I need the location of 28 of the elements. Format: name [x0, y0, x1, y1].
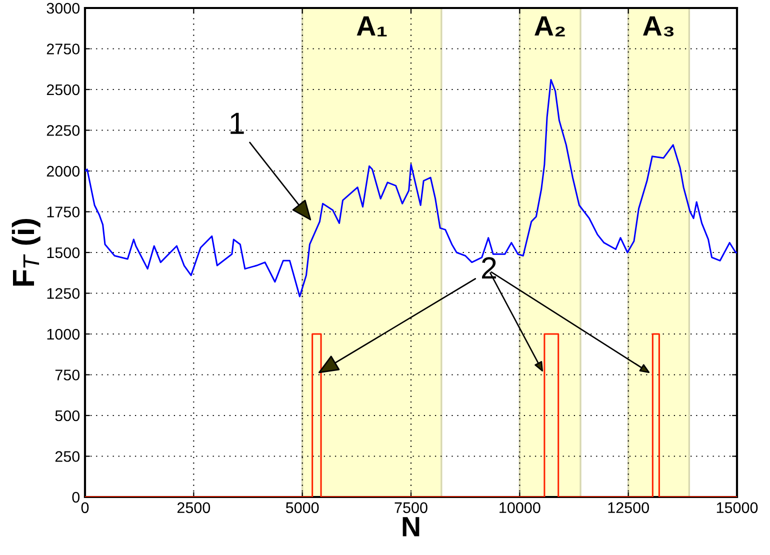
band-label: A₂ — [534, 16, 565, 36]
x-tick-label: 2500 — [177, 502, 210, 514]
y-tick-label: 1250 — [47, 288, 80, 299]
y-tick-label: 2750 — [46, 44, 80, 54]
y-axis-title: F$_{T}$ (i) — [12, 218, 40, 286]
x-tick-label: 10000 — [500, 502, 540, 514]
y-tick-label: 1000 — [47, 328, 80, 340]
y-tick-label: 750 — [55, 370, 80, 380]
y-tick-label: 250 — [55, 451, 80, 462]
y-tick-label: 1500 — [47, 247, 80, 258]
y-tick-label: 2250 — [46, 125, 80, 136]
annotation: 1 — [230, 112, 244, 134]
x-axis-title: N — [402, 517, 420, 536]
y-tick-label: 1750 — [47, 206, 80, 218]
line-series — [85, 78, 737, 298]
y-tick-label: 2500 — [46, 84, 80, 96]
x-tick-label: 15000 — [716, 502, 758, 514]
x-tick-label: 12500 — [608, 502, 649, 514]
x-tick-label: 0 — [81, 502, 89, 514]
band-label: A₁ — [356, 16, 387, 36]
x-tick-label: 5000 — [286, 502, 319, 514]
y-tick-label: 500 — [55, 410, 80, 422]
x-tick-label: 7500 — [394, 502, 428, 514]
annotation: 2 — [482, 257, 496, 278]
band-label: A₃ — [643, 16, 674, 36]
y-tick-label: 3000 — [46, 2, 80, 14]
y-tick-label: 0 — [72, 492, 80, 503]
y-tick-label: 2000 — [46, 166, 80, 177]
